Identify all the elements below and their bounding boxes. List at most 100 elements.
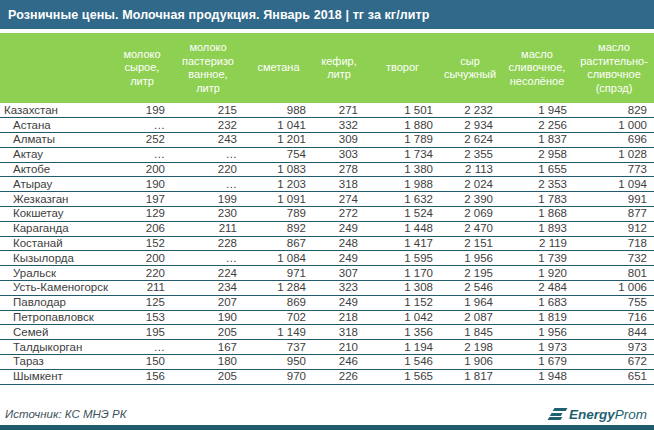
price-cell: 2 355: [440, 147, 500, 162]
table-row: Кызылорда200…1 0842491 5951 9561 739732: [0, 251, 654, 266]
price-cell: …: [172, 177, 244, 192]
price-cell: …: [172, 147, 244, 162]
price-cell: 1 868: [500, 207, 574, 222]
price-cell: 232: [172, 118, 244, 133]
price-cell: 2 113: [440, 162, 500, 177]
price-cell: 211: [112, 281, 172, 296]
price-cell: 2 353: [500, 177, 574, 192]
price-cell: …: [172, 251, 244, 266]
price-cell: 971: [244, 266, 313, 281]
price-cell: …: [112, 118, 172, 133]
price-cell: 228: [172, 236, 244, 251]
price-cell: 1 501: [365, 103, 440, 118]
price-cell: 2 195: [440, 266, 500, 281]
price-cell: …: [112, 340, 172, 355]
price-cell: 2 484: [500, 281, 574, 296]
price-cell: 218: [313, 310, 365, 325]
price-cell: 220: [172, 162, 244, 177]
price-cell: 1 000: [574, 118, 654, 133]
price-cell: 1 170: [365, 266, 440, 281]
price-cell: 274: [313, 192, 365, 207]
table-row: Кокшетау1292307892721 5242 0691 868877: [0, 207, 654, 222]
row-label: Павлодар: [0, 295, 112, 310]
report-frame: Розничные цены. Молочная продукция. Янва…: [0, 0, 654, 430]
price-cell: 1 524: [365, 207, 440, 222]
price-cell: 307: [313, 266, 365, 281]
price-cell: 2 470: [440, 221, 500, 236]
price-cell: 1 956: [440, 251, 500, 266]
price-cell: 892: [244, 221, 313, 236]
price-cell: 1 789: [365, 133, 440, 148]
price-cell: 2 232: [440, 103, 500, 118]
price-cell: 220: [112, 266, 172, 281]
row-label: Караганда: [0, 221, 112, 236]
row-label: Петропавловск: [0, 310, 112, 325]
price-cell: 1 152: [365, 295, 440, 310]
price-cell: 211: [172, 221, 244, 236]
price-cell: 252: [112, 133, 172, 148]
price-cell: 246: [313, 355, 365, 370]
price-cell: 737: [244, 340, 313, 355]
table-row: Семей1952051 1493181 3561 8451 956844: [0, 325, 654, 340]
price-cell: 755: [574, 295, 654, 310]
price-cell: 1 284: [244, 281, 313, 296]
price-cell: 210: [313, 340, 365, 355]
table-header: молоко сырое, литрмолоко пастеризо​ванно…: [0, 33, 654, 103]
price-cell: 1 084: [244, 251, 313, 266]
price-cell: 1 819: [500, 310, 574, 325]
price-cell: 1 988: [365, 177, 440, 192]
row-label: Шымкент: [0, 369, 112, 384]
price-cell: 224: [172, 266, 244, 281]
price-cell: 651: [574, 369, 654, 384]
price-cell: 1 973: [500, 340, 574, 355]
price-cell: 1 817: [440, 369, 500, 384]
price-cell: 2 934: [440, 118, 500, 133]
table-row: Алматы2522431 2013091 7892 6241 837696: [0, 133, 654, 148]
price-cell: 234: [172, 281, 244, 296]
source-note: Источник: КС МНЭ РК: [5, 408, 126, 420]
price-cell: 249: [313, 251, 365, 266]
price-cell: 249: [313, 295, 365, 310]
price-cell: 1 880: [365, 118, 440, 133]
column-header: творог: [365, 33, 440, 103]
table-row: Актау……7543031 7342 3552 9581 028: [0, 147, 654, 162]
price-cell: 869: [244, 295, 313, 310]
price-cell: …: [112, 147, 172, 162]
table-row: Петропавловск1531907022181 0422 0871 819…: [0, 310, 654, 325]
price-cell: 1 837: [500, 133, 574, 148]
price-cell: 829: [574, 103, 654, 118]
price-cell: 1 734: [365, 147, 440, 162]
price-cell: 718: [574, 236, 654, 251]
column-header: масло сливочное, несолёное: [500, 33, 574, 103]
price-cell: 1 683: [500, 295, 574, 310]
row-label: Атырау: [0, 177, 112, 192]
price-cell: 773: [574, 162, 654, 177]
price-cell: 1 906: [440, 355, 500, 370]
price-cell: 249: [313, 221, 365, 236]
price-cell: 125: [112, 295, 172, 310]
price-cell: 1 006: [574, 281, 654, 296]
price-cell: 271: [313, 103, 365, 118]
price-cell: 272: [313, 207, 365, 222]
price-cell: 988: [244, 103, 313, 118]
price-cell: 200: [112, 162, 172, 177]
price-cell: 1 380: [365, 162, 440, 177]
price-cell: 303: [313, 147, 365, 162]
row-label: Астана: [0, 118, 112, 133]
logo-text-prom: Prom: [615, 407, 647, 422]
price-cell: 1 546: [365, 355, 440, 370]
table-row: Шымкент1562059702261 5651 8171 948651: [0, 369, 654, 384]
row-label: Усть-Каменогорск: [0, 281, 112, 296]
price-cell: 2 151: [440, 236, 500, 251]
table-row: Актобе2002201 0832781 3802 1131 655773: [0, 162, 654, 177]
price-cell: 2 256: [500, 118, 574, 133]
column-header: сыр сычужный: [440, 33, 500, 103]
price-cell: 1 845: [440, 325, 500, 340]
price-cell: 309: [313, 133, 365, 148]
price-cell: 197: [112, 192, 172, 207]
price-cell: 156: [112, 369, 172, 384]
price-cell: 2 958: [500, 147, 574, 162]
price-cell: 1 308: [365, 281, 440, 296]
price-cell: 205: [172, 369, 244, 384]
energy-bars-icon: [547, 408, 567, 420]
